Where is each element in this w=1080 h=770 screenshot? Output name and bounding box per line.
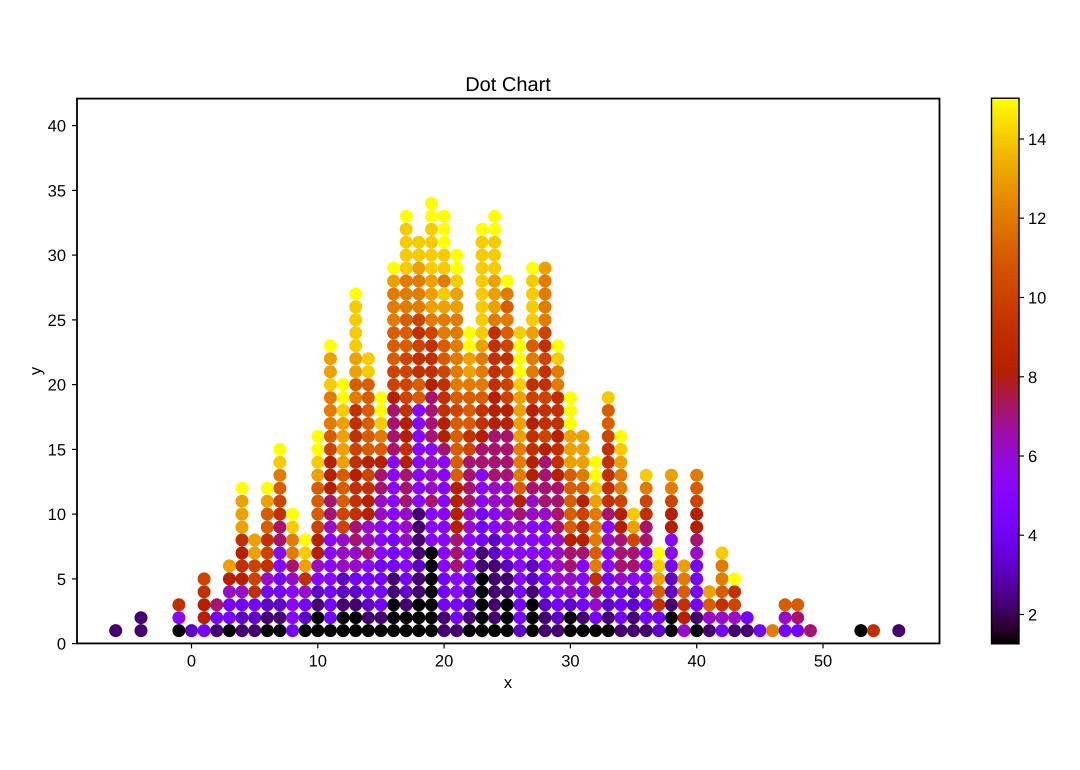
svg-text:Dot Chart: Dot Chart <box>465 74 551 96</box>
svg-text:20: 20 <box>48 377 66 395</box>
svg-text:25: 25 <box>48 312 66 330</box>
svg-text:x: x <box>504 674 513 692</box>
svg-text:8: 8 <box>1028 369 1037 387</box>
svg-text:35: 35 <box>48 182 66 200</box>
svg-text:12: 12 <box>1028 210 1046 228</box>
svg-text:0: 0 <box>187 653 196 671</box>
svg-text:2: 2 <box>1028 607 1037 625</box>
svg-text:30: 30 <box>561 653 579 671</box>
svg-text:20: 20 <box>435 653 453 671</box>
svg-text:10: 10 <box>48 506 66 524</box>
svg-text:y: y <box>27 366 45 375</box>
svg-text:6: 6 <box>1028 448 1037 466</box>
svg-text:40: 40 <box>688 653 706 671</box>
svg-text:10: 10 <box>309 653 327 671</box>
svg-text:4: 4 <box>1028 527 1037 545</box>
svg-text:0: 0 <box>57 636 66 654</box>
svg-text:10: 10 <box>1028 290 1046 308</box>
svg-text:5: 5 <box>57 571 66 589</box>
svg-text:50: 50 <box>814 653 832 671</box>
svg-text:14: 14 <box>1028 131 1046 149</box>
svg-text:30: 30 <box>48 247 66 265</box>
svg-text:15: 15 <box>48 441 66 459</box>
svg-text:40: 40 <box>48 118 66 136</box>
